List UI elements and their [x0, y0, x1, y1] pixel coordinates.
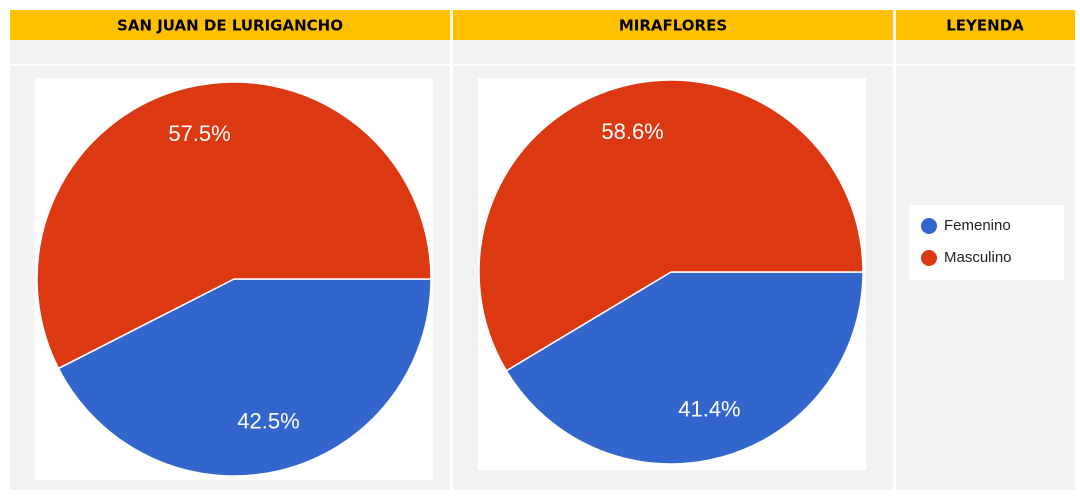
header-cell: [10, 10, 450, 40]
header-title: LEYENDA: [946, 17, 1024, 35]
legend-swatch: [921, 218, 937, 234]
header-title: SAN JUAN DE LURIGANCHO: [117, 17, 343, 35]
legend-label: Masculino: [944, 249, 1012, 266]
header-cell: [896, 10, 1075, 40]
slice-label: 42.5%: [237, 408, 299, 433]
legend-swatch: [921, 250, 937, 266]
header-title: MIRAFLORES: [619, 17, 727, 35]
legend-box: [909, 205, 1064, 280]
pie-slice: [478, 79, 864, 372]
slice-label: 57.5%: [168, 121, 230, 146]
pie-slice: [36, 81, 432, 370]
slice-label: 58.6%: [601, 119, 663, 144]
header-cell: [453, 10, 893, 40]
slice-label: 41.4%: [678, 397, 740, 422]
pie-slice: [57, 278, 432, 477]
legend-label: Femenino: [944, 217, 1011, 234]
pie-slice: [505, 271, 864, 465]
